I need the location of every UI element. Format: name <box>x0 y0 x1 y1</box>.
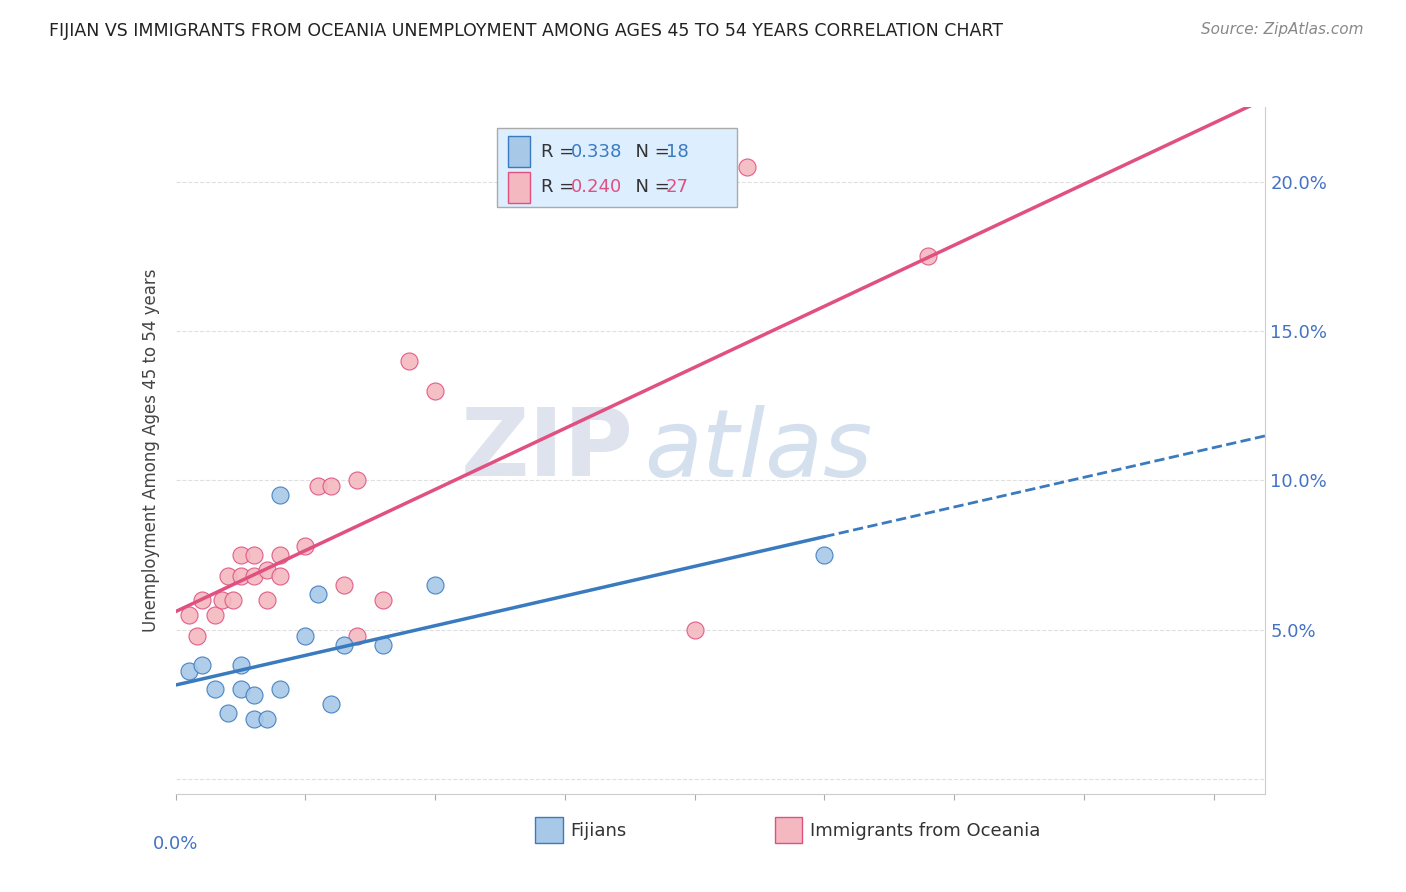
Point <box>242 569 264 583</box>
Point <box>204 607 226 622</box>
Bar <box>508 136 530 167</box>
Point <box>222 592 245 607</box>
Point <box>321 698 343 712</box>
Point <box>190 658 212 673</box>
Text: Source: ZipAtlas.com: Source: ZipAtlas.com <box>1201 22 1364 37</box>
Point <box>307 479 329 493</box>
Point <box>186 629 208 643</box>
Text: N =: N = <box>624 143 675 161</box>
Point <box>333 578 356 592</box>
Point <box>190 592 212 607</box>
Point <box>321 479 343 493</box>
Point <box>217 706 239 721</box>
Point <box>917 249 939 263</box>
Point <box>229 682 252 697</box>
Text: 0.0%: 0.0% <box>153 835 198 853</box>
Point <box>294 629 316 643</box>
Text: Immigrants from Oceania: Immigrants from Oceania <box>810 822 1040 840</box>
Point <box>398 354 420 368</box>
Text: 18: 18 <box>666 143 689 161</box>
Text: 0.240: 0.240 <box>571 178 623 196</box>
Point <box>256 563 278 577</box>
Y-axis label: Unemployment Among Ages 45 to 54 years: Unemployment Among Ages 45 to 54 years <box>142 268 160 632</box>
Point <box>204 682 226 697</box>
Point <box>373 592 395 607</box>
Point <box>813 548 835 562</box>
Point <box>229 548 252 562</box>
Point <box>333 638 356 652</box>
Bar <box>775 817 803 843</box>
Point <box>307 587 329 601</box>
Bar <box>536 817 562 843</box>
Point <box>683 623 706 637</box>
Point <box>242 689 264 703</box>
Point <box>242 712 264 726</box>
Point <box>256 592 278 607</box>
Point <box>177 607 200 622</box>
Text: FIJIAN VS IMMIGRANTS FROM OCEANIA UNEMPLOYMENT AMONG AGES 45 TO 54 YEARS CORRELA: FIJIAN VS IMMIGRANTS FROM OCEANIA UNEMPL… <box>49 22 1004 40</box>
Point <box>346 473 368 487</box>
Point <box>242 548 264 562</box>
Point <box>256 712 278 726</box>
Point <box>346 629 368 643</box>
Bar <box>498 128 737 207</box>
Text: Fijians: Fijians <box>571 822 627 840</box>
Point <box>217 569 239 583</box>
Point <box>229 658 252 673</box>
Point <box>229 569 252 583</box>
Point <box>425 578 447 592</box>
Point <box>269 548 291 562</box>
Bar <box>508 172 530 202</box>
Point <box>294 539 316 553</box>
Text: R =: R = <box>541 143 579 161</box>
Text: ZIP: ZIP <box>461 404 633 497</box>
Text: atlas: atlas <box>644 405 873 496</box>
Point <box>735 160 758 174</box>
Text: N =: N = <box>624 178 675 196</box>
Point <box>425 384 447 398</box>
Point <box>211 592 233 607</box>
Text: 0.338: 0.338 <box>571 143 623 161</box>
Point <box>269 569 291 583</box>
Point <box>269 682 291 697</box>
Point <box>269 488 291 502</box>
Point <box>177 665 200 679</box>
Text: R =: R = <box>541 178 579 196</box>
Point <box>373 638 395 652</box>
Text: 27: 27 <box>666 178 689 196</box>
